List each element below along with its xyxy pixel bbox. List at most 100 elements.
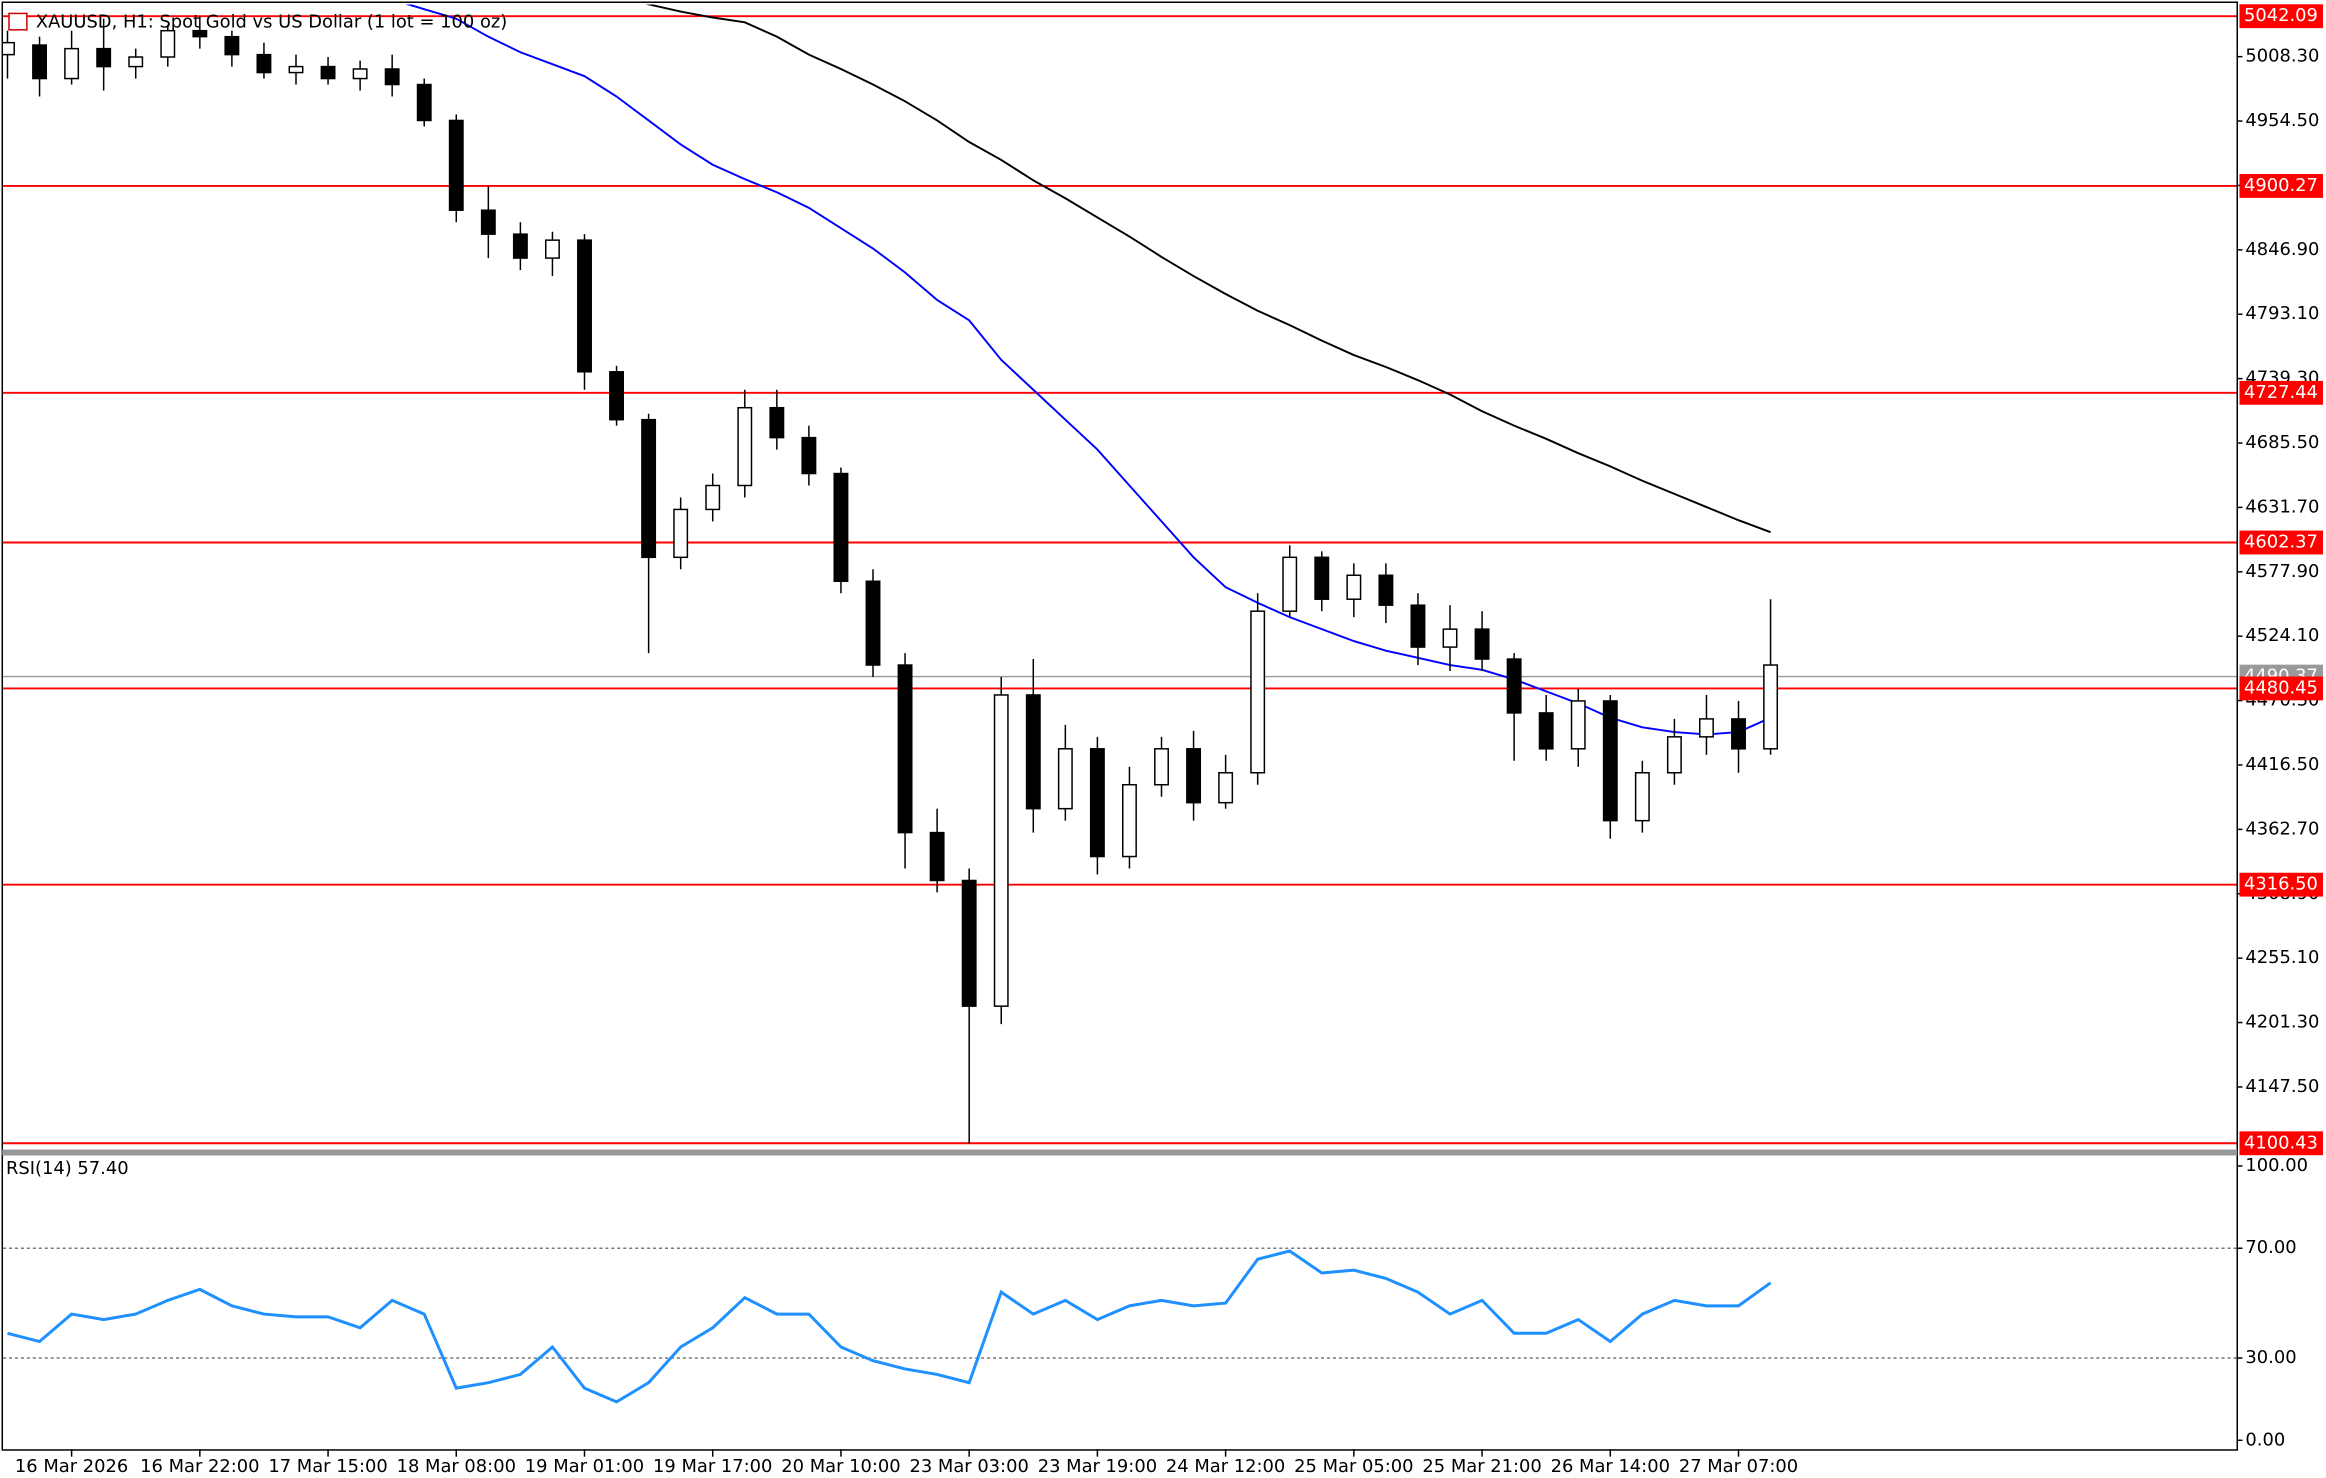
symbol-icon — [8, 12, 28, 31]
rsi-line — [7, 1249, 1772, 1404]
y-tick-label: 4416.50 — [2245, 754, 2319, 775]
y-tick-label: 100.00 — [2245, 1155, 2308, 1176]
candle-body — [512, 233, 528, 259]
level-box — [2239, 676, 2323, 701]
candle-body — [609, 371, 625, 421]
candle-body — [480, 209, 496, 235]
candle-body — [32, 44, 48, 80]
candle-body — [961, 879, 977, 1007]
x-tick-label: 16 Mar 2026 — [15, 1456, 128, 1477]
y-tick-label: 30.00 — [2245, 1347, 2296, 1368]
level-label: 4100.43 — [2244, 1132, 2318, 1153]
level-label: 4727.44 — [2244, 382, 2318, 403]
level-box — [2239, 174, 2323, 198]
y-tick-label: 70.00 — [2245, 1237, 2296, 1258]
y-tick-label: 0.00 — [2245, 1429, 2285, 1450]
candle-body — [897, 664, 913, 834]
candle-body — [737, 406, 753, 487]
rsi-plot — [3, 1247, 2237, 1404]
candle-body — [1282, 556, 1298, 612]
x-tick-label: 19 Mar 01:00 — [525, 1456, 644, 1477]
candle-body — [128, 56, 144, 68]
x-tick-label: 24 Mar 12:00 — [1166, 1456, 1285, 1477]
x-tick-label: 19 Mar 17:00 — [653, 1456, 772, 1477]
y-tick-label: 5008.30 — [2245, 46, 2319, 67]
candle-body — [1186, 748, 1202, 804]
candle-body — [3, 41, 15, 56]
candle-body — [1346, 574, 1362, 600]
candle-body — [1699, 718, 1714, 738]
candle-body — [192, 29, 208, 38]
candle-body — [641, 418, 657, 559]
candle-body — [673, 508, 689, 559]
candle-body — [1089, 748, 1105, 858]
candle-body — [1154, 748, 1169, 786]
axes: 5008.304954.504900.704846.904793.104739.… — [15, 4, 2323, 1477]
frame — [1, 1, 2238, 1451]
y-tick-label: 4201.30 — [2245, 1012, 2319, 1033]
candle-body — [993, 694, 1009, 1007]
candle-body — [1538, 712, 1554, 750]
candle-body — [1442, 628, 1458, 648]
level-label: 4602.37 — [2244, 532, 2318, 553]
candle-body — [769, 406, 785, 439]
level-box — [2239, 872, 2323, 897]
x-tick-label: 17 Mar 15:00 — [268, 1456, 387, 1477]
y-tick-label: 4954.50 — [2245, 110, 2319, 131]
candle-body — [160, 29, 176, 58]
candle-body — [577, 239, 592, 373]
candle-body — [384, 68, 400, 86]
moving-average — [645, 4, 1771, 534]
candle-body — [1057, 748, 1073, 810]
candle-body — [288, 65, 304, 74]
candle-body — [1763, 664, 1779, 750]
level-label: 4316.50 — [2244, 874, 2318, 895]
candle-body — [929, 831, 945, 882]
x-tick-label: 26 Mar 14:00 — [1551, 1456, 1670, 1477]
y-tick-label: 4255.10 — [2245, 947, 2319, 968]
candle-body — [544, 239, 560, 259]
x-tick-label: 27 Mar 07:00 — [1679, 1456, 1798, 1477]
chart-title: XAUUSD, H1: Spot Gold vs US Dollar (1 lo… — [36, 11, 507, 32]
level-box — [2239, 380, 2323, 405]
candle-body — [64, 47, 80, 80]
candle-body — [1506, 658, 1522, 714]
level-label: 4480.45 — [2244, 677, 2318, 698]
level-label: 5042.09 — [2244, 5, 2318, 26]
candle-body — [1410, 604, 1426, 648]
y-tick-label: 4846.90 — [2245, 239, 2319, 260]
x-tick-label: 18 Mar 08:00 — [397, 1456, 516, 1477]
candle-body — [865, 580, 881, 666]
rsi-title: RSI(14) 57.40 — [6, 1158, 129, 1179]
x-tick-label: 23 Mar 03:00 — [909, 1456, 1028, 1477]
candle-body — [448, 119, 464, 211]
candle-body — [416, 83, 432, 122]
candle-body — [1025, 694, 1041, 810]
candle-body — [1474, 628, 1490, 660]
candle-body — [801, 436, 817, 475]
y-tick-label: 4631.70 — [2245, 496, 2319, 517]
moving-average — [405, 4, 1771, 736]
candle-body — [224, 35, 240, 56]
y-tick-label: 4524.10 — [2245, 625, 2319, 646]
y-tick-label: 4685.50 — [2245, 432, 2319, 453]
candle-body — [1666, 736, 1682, 774]
candle-body — [256, 53, 272, 74]
candle-body — [1731, 718, 1746, 750]
main-plot — [3, 4, 2237, 1145]
x-tick-label: 25 Mar 21:00 — [1422, 1456, 1541, 1477]
candle-body — [96, 47, 112, 68]
x-tick-label: 25 Mar 05:00 — [1294, 1456, 1413, 1477]
level-box — [2239, 1131, 2323, 1156]
candle-body — [1218, 772, 1234, 804]
candle-body — [1634, 772, 1650, 822]
x-tick-label: 23 Mar 19:00 — [1038, 1456, 1157, 1477]
candle-body — [1570, 700, 1586, 750]
candle-body — [1602, 700, 1618, 822]
candle-body — [320, 65, 336, 80]
level-box — [2239, 4, 2323, 29]
level-label: 4900.27 — [2244, 175, 2318, 196]
candle-body — [1314, 556, 1330, 600]
